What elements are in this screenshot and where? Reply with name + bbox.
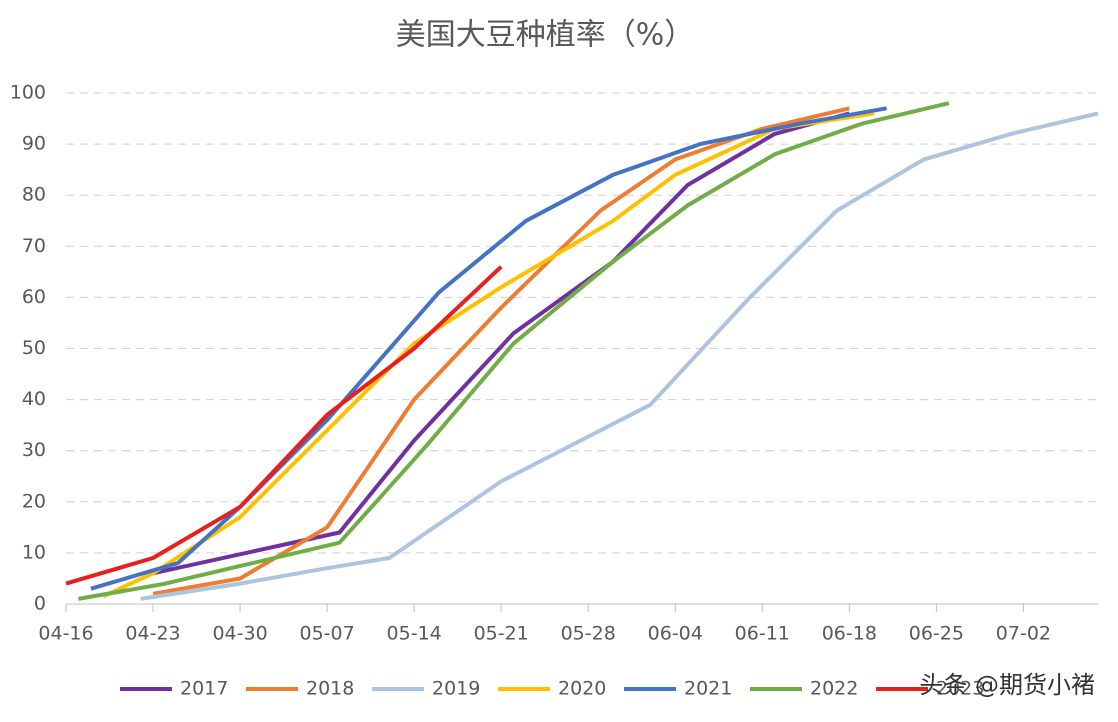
chart-title: 美国大豆种植率（%）	[396, 18, 695, 53]
watermark: 头条 @期货小褚	[919, 671, 1095, 699]
x-tick-label: 05-07	[299, 623, 354, 645]
y-tick-label: 50	[22, 337, 46, 359]
legend-label: 2019	[432, 678, 480, 700]
x-tick-label: 07-02	[996, 623, 1051, 645]
x-tick-label: 05-21	[474, 623, 529, 645]
y-tick-label: 100	[10, 82, 46, 104]
legend-label: 2023	[936, 678, 984, 700]
y-tick-label: 80	[22, 184, 46, 206]
y-tick-label: 60	[22, 286, 46, 308]
x-tick-label: 06-04	[648, 623, 703, 645]
legend-label: 2020	[558, 678, 606, 700]
y-tick-label: 0	[34, 593, 46, 615]
legend-label: 2021	[684, 678, 732, 700]
series-line	[78, 101, 950, 601]
x-tick-label: 06-11	[735, 623, 790, 645]
x-tick-label: 05-28	[561, 623, 616, 645]
x-tick-label: 04-16	[38, 623, 93, 645]
x-tick-label: 06-18	[822, 623, 877, 645]
series-line	[90, 106, 887, 591]
legend-label: 2018	[306, 678, 354, 700]
series-line	[65, 265, 503, 586]
y-tick-label: 30	[22, 439, 46, 461]
y-tick-label: 70	[22, 235, 46, 257]
y-tick-label: 90	[22, 133, 46, 155]
x-tick-label: 04-30	[212, 623, 267, 645]
series-line	[152, 106, 850, 596]
y-tick-label: 10	[22, 541, 46, 563]
y-tick-label: 20	[22, 490, 46, 512]
y-tick-label: 40	[22, 388, 46, 410]
series-line	[152, 111, 850, 576]
legend-label: 2017	[180, 678, 228, 700]
x-tick-label: 05-14	[387, 623, 442, 645]
legend-label: 2022	[810, 678, 858, 700]
series-line	[140, 111, 1099, 601]
x-tick-label: 04-23	[125, 623, 180, 645]
x-tick-label: 06-25	[909, 623, 964, 645]
